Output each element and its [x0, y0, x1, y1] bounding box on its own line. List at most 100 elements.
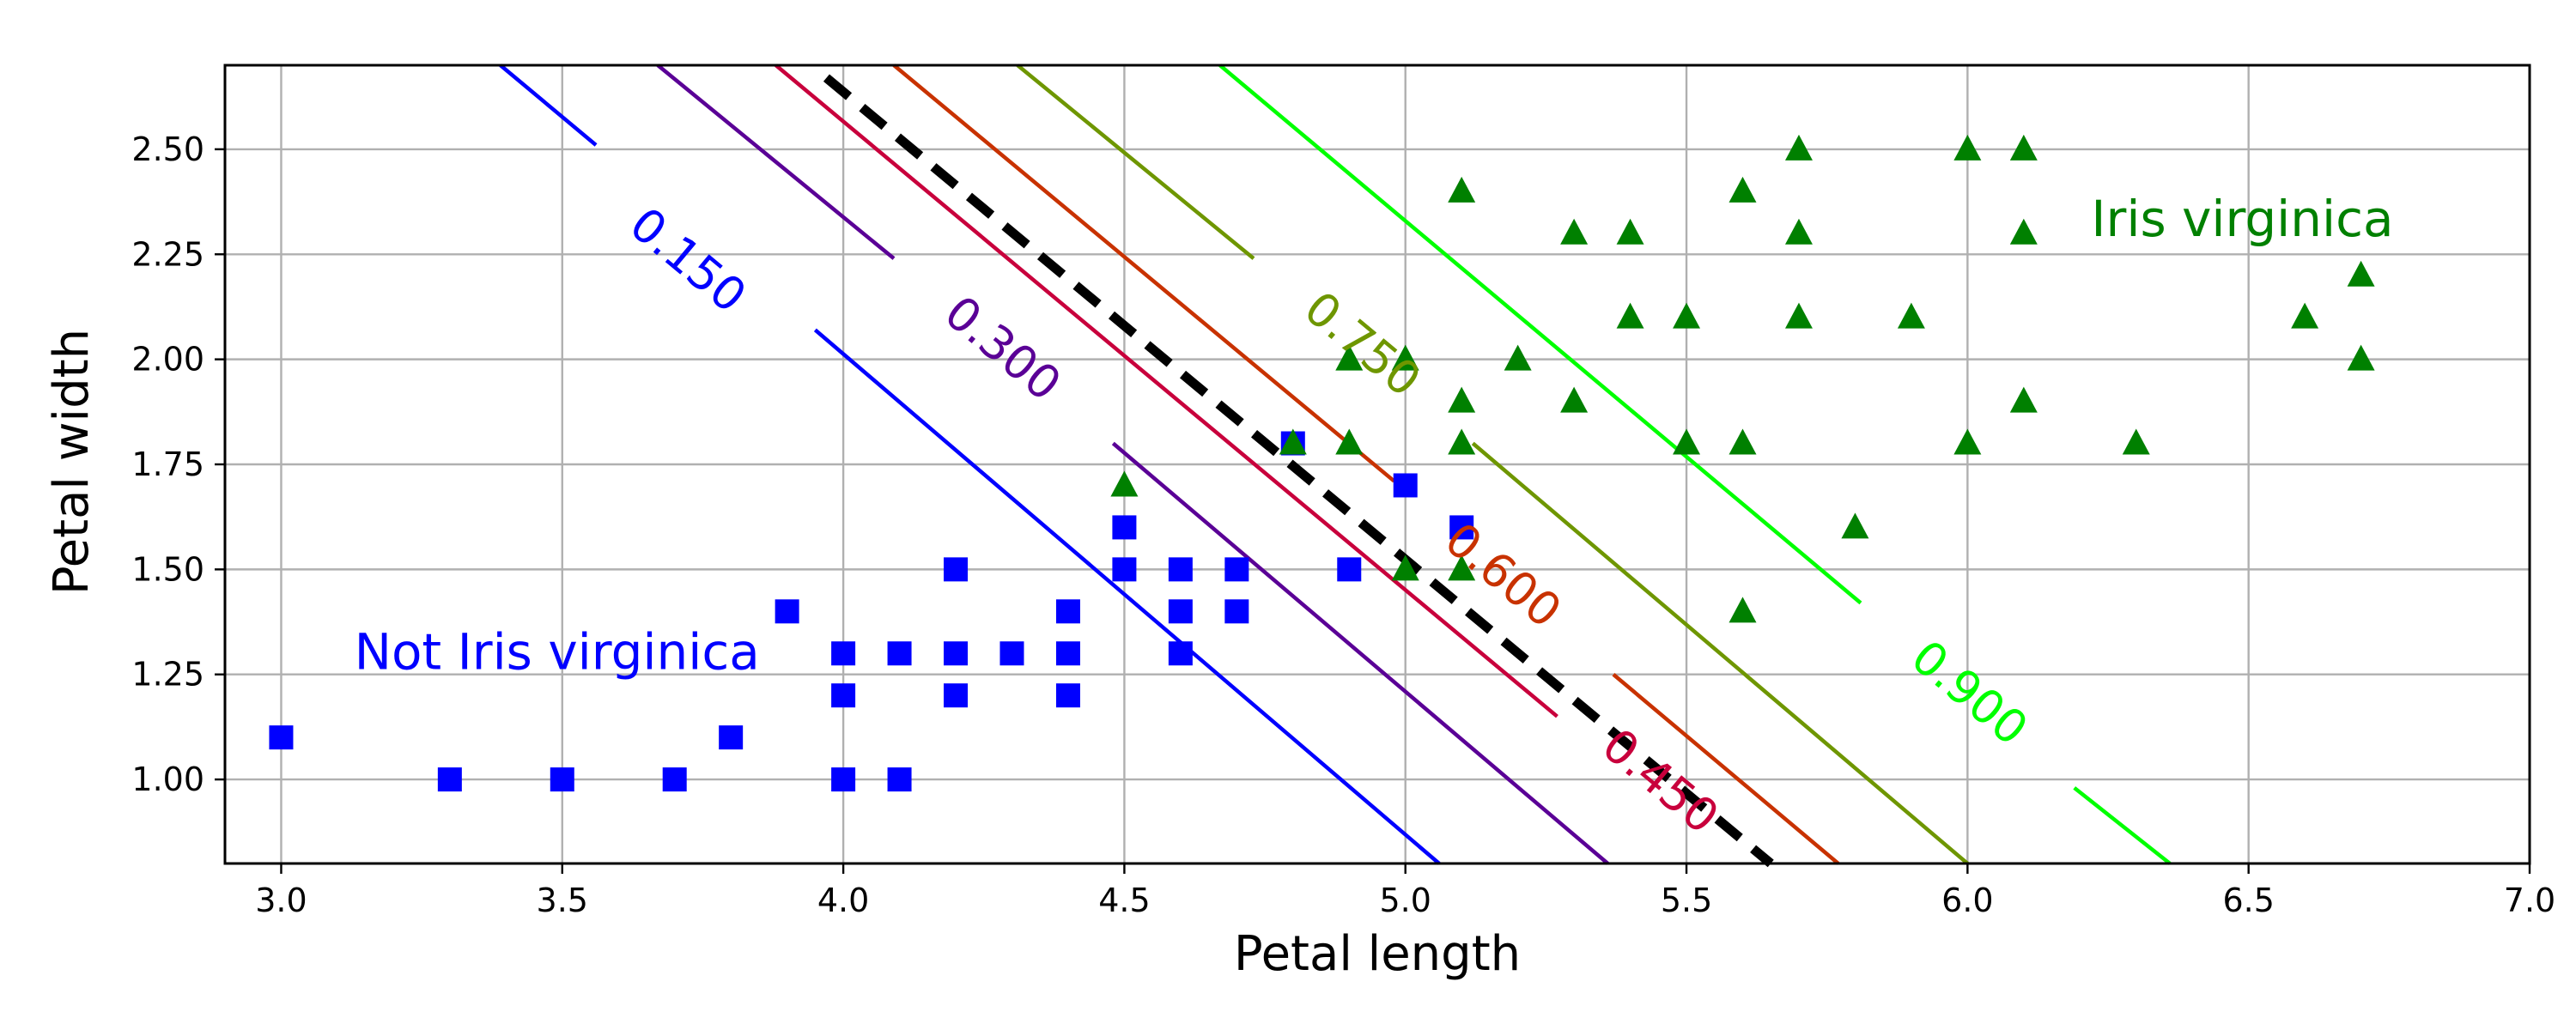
- square-point: [437, 767, 462, 792]
- triangle-point: [2009, 218, 2038, 245]
- contour-line: [775, 64, 1558, 718]
- square-point: [944, 557, 969, 582]
- triangle-point: [1784, 134, 1813, 161]
- triangle-point: [2291, 302, 2319, 329]
- square-point: [1168, 557, 1193, 582]
- square-point: [1449, 515, 1474, 540]
- triangle-point: [2122, 428, 2150, 455]
- square-point: [1224, 557, 1249, 582]
- square-point: [1168, 599, 1193, 624]
- square-point: [269, 725, 294, 750]
- square-point: [999, 641, 1024, 666]
- square-point: [719, 725, 744, 750]
- square-point: [887, 641, 912, 666]
- square-point: [831, 641, 856, 666]
- square-point: [887, 767, 912, 792]
- x-tick-label: 5.5: [1661, 882, 1712, 919]
- square-point: [1055, 683, 1080, 708]
- triangle-point: [1673, 428, 1701, 455]
- square-point: [831, 683, 856, 708]
- square-point: [1055, 641, 1080, 666]
- not-iris-virginica-label: Not Iris virginica: [355, 622, 760, 681]
- triangle-point: [1448, 386, 1476, 413]
- triangle-point: [1728, 176, 1757, 203]
- x-tick-label: 4.0: [817, 882, 869, 919]
- square-point: [662, 767, 687, 792]
- x-tick-label: 7.0: [2504, 882, 2555, 919]
- x-tick-label: 6.0: [1941, 882, 1993, 919]
- square-point: [550, 767, 574, 792]
- x-tick-label: 3.5: [537, 882, 588, 919]
- square-point: [944, 683, 969, 708]
- triangle-point: [1448, 176, 1476, 203]
- data-points: [269, 134, 2375, 792]
- contour-line: [656, 64, 896, 260]
- contour-line: [1471, 441, 1969, 865]
- contour-line: [813, 328, 1441, 865]
- triangle-point: [1335, 344, 1364, 371]
- class-annotations: Not Iris virginica Iris virginica: [355, 190, 2394, 681]
- x-tick-label: 4.5: [1098, 882, 1150, 919]
- y-tick-label: 1.50: [131, 550, 204, 588]
- probability-contours: [499, 64, 2172, 865]
- square-point: [944, 641, 969, 666]
- triangle-point: [1953, 428, 1982, 455]
- square-point: [831, 767, 856, 792]
- triangle-point: [1616, 218, 1644, 245]
- y-tick-label: 2.00: [131, 341, 204, 379]
- x-axis-label: Petal length: [1234, 926, 1521, 982]
- square-point: [1337, 557, 1362, 582]
- triangle-point: [1110, 470, 1139, 497]
- triangle-point: [1673, 302, 1701, 329]
- triangle-point: [2347, 260, 2375, 287]
- square-point: [1168, 641, 1193, 666]
- grid-lines: [225, 65, 2531, 863]
- square-point: [1393, 473, 1418, 498]
- y-tick-label: 2.50: [131, 130, 204, 168]
- triangle-point: [2347, 344, 2375, 371]
- triangle-point: [1841, 512, 1869, 539]
- contour-line: [1218, 64, 1862, 605]
- triangle-point: [1391, 344, 1419, 371]
- triangle-point: [1784, 218, 1813, 245]
- triangle-point: [1560, 218, 1589, 245]
- triangle-point: [1448, 428, 1476, 455]
- decision-boundary: [823, 74, 1774, 868]
- square-point: [1224, 599, 1249, 624]
- triangle-point: [1279, 428, 1307, 455]
- triangle-point: [1784, 302, 1813, 329]
- triangle-point: [1616, 302, 1644, 329]
- contour-line: [2073, 786, 2172, 865]
- contour-line: [1111, 441, 1609, 865]
- triangle-point: [1335, 428, 1364, 455]
- triangle-point: [1953, 134, 1982, 161]
- contour-line: [1612, 673, 1840, 865]
- triangle-point: [1391, 554, 1419, 581]
- y-tick-label: 1.75: [131, 445, 204, 483]
- triangle-point: [1728, 428, 1757, 455]
- y-tick-label: 1.00: [131, 760, 204, 798]
- axis-ticks: 3.0 3.5 4.0 4.5 5.0 5.5 6.0 6.5 7.0 1.00 1.25 1.50 1…: [131, 130, 2555, 919]
- decision-boundary-line: [823, 74, 1774, 868]
- contour-line: [499, 64, 598, 147]
- x-tick-label: 5.0: [1380, 882, 1431, 919]
- triangle-point: [1448, 554, 1476, 581]
- triangle-point: [1897, 302, 1925, 329]
- square-point: [1112, 557, 1137, 582]
- y-tick-label: 1.25: [131, 656, 204, 694]
- y-tick-label: 2.25: [131, 235, 204, 273]
- square-point: [775, 599, 799, 624]
- triangle-point: [2009, 134, 2038, 161]
- contour-line: [892, 64, 1396, 483]
- triangle-point: [2009, 386, 2038, 413]
- x-tick-label: 6.5: [2222, 882, 2274, 919]
- triangle-point: [1504, 344, 1532, 371]
- iris-virginica-label: Iris virginica: [2091, 190, 2393, 248]
- square-point: [1112, 515, 1137, 540]
- contour-line: [1016, 64, 1255, 260]
- square-point: [1055, 599, 1080, 624]
- x-tick-label: 3.0: [255, 882, 307, 919]
- triangle-point: [1560, 386, 1589, 413]
- y-axis-label: Petal width: [44, 329, 100, 595]
